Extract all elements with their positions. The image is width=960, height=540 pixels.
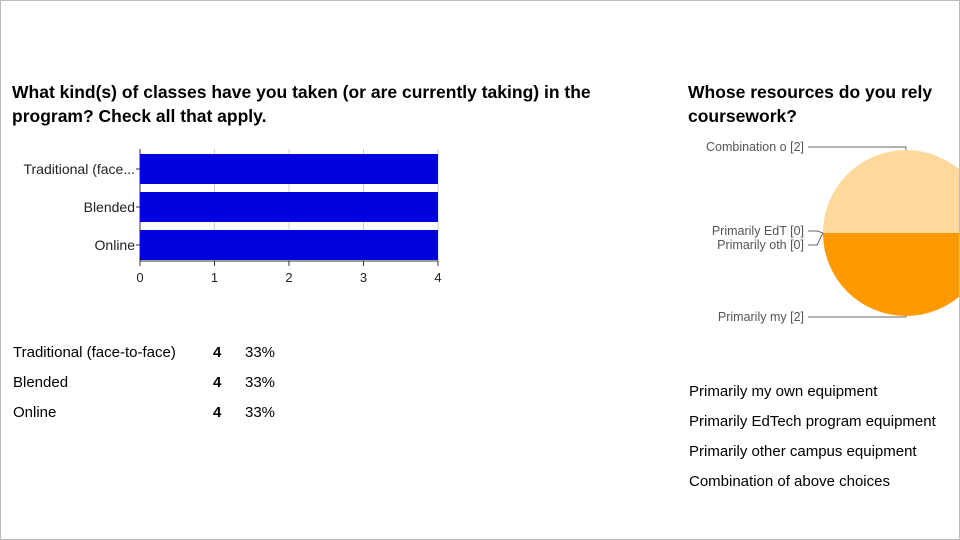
- x-tick-label: 4: [434, 270, 441, 285]
- summary-percent: 33%: [245, 344, 276, 361]
- x-tick-label: 0: [136, 270, 143, 285]
- x-tick-label: 2: [285, 270, 292, 285]
- question-1-title: What kind(s) of classes have you taken (…: [12, 82, 591, 126]
- bar: [140, 192, 438, 222]
- x-tick-label: 1: [211, 270, 218, 285]
- summary-label: Traditional (face-to-face): [13, 344, 176, 361]
- resources-pie-chart: Combination o [2]Primarily EdT [0]Primar…: [706, 140, 959, 324]
- summary-label: Blended: [13, 374, 69, 391]
- summary-row: Traditional (face-to-face) 4 33%: [13, 344, 275, 374]
- question-2-title-line-2: coursework?: [688, 106, 797, 126]
- resources-options-list: Primarily my own equipment Primarily EdTe…: [689, 382, 936, 502]
- summary-count: 4: [213, 404, 222, 421]
- category-label: Traditional (face...: [23, 161, 135, 177]
- classes-summary-table: Traditional (face-to-face) 4 33% Blended 4 33…: [13, 344, 275, 434]
- question-2-title-line-1: Whose resources do you rely: [688, 82, 933, 102]
- pie-slice: [823, 233, 959, 316]
- pie-slice-label: Primarily EdT [0]: [712, 224, 804, 238]
- pie-slice-label: Primarily oth [0]: [717, 238, 804, 252]
- pie-leader-line: [808, 316, 907, 318]
- summary-row: Blended 4 33%: [13, 374, 275, 404]
- resource-option: Primarily EdTech program equipment: [689, 413, 936, 430]
- pie-leader-line: [808, 146, 907, 150]
- category-label: Blended: [84, 199, 135, 215]
- bar: [140, 154, 438, 184]
- resource-option: Combination of above choices: [689, 473, 890, 490]
- classes-bar-chart: Traditional (face... Blended Online 0 1 2 3 4: [23, 149, 442, 285]
- pie-leader-line: [808, 230, 824, 234]
- pie-leader-line: [808, 232, 824, 246]
- summary-label: Online: [13, 404, 57, 421]
- pie-slice-label: Combination o [2]: [706, 140, 804, 154]
- bar: [140, 230, 438, 260]
- question-2-title: Whose resources do you rely coursework?: [688, 80, 959, 128]
- x-tick-label: 3: [360, 270, 367, 285]
- summary-percent: 33%: [245, 404, 276, 421]
- resource-option: Primarily other campus equipment: [689, 443, 917, 460]
- resource-option: Primarily my own equipment: [689, 383, 878, 400]
- pie-slice: [823, 150, 959, 233]
- summary-percent: 33%: [245, 374, 276, 391]
- summary-count: 4: [213, 374, 222, 391]
- summary-count: 4: [213, 344, 222, 361]
- category-label: Online: [95, 237, 136, 253]
- summary-row: Online 4 33%: [13, 404, 275, 434]
- pie-slice-label: Primarily my [2]: [718, 310, 804, 324]
